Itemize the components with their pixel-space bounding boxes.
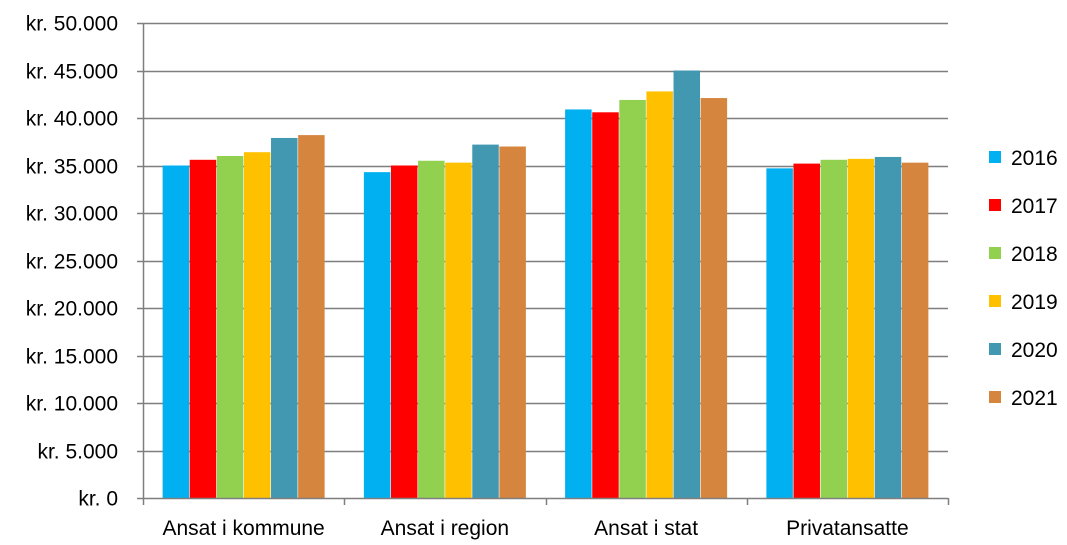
bar-2019-2 — [646, 91, 673, 499]
x-category-label: Ansat i region — [381, 517, 509, 540]
y-tick-label: kr. 0 — [78, 488, 118, 511]
legend-swatch-2018 — [989, 247, 1001, 259]
legend-label: 2017 — [1011, 195, 1058, 218]
x-axis-category-labels: Ansat i kommune Ansat i region Ansat i sta… — [163, 517, 909, 540]
y-tick-label: kr. 5.000 — [37, 441, 118, 464]
bar-2016-2 — [565, 109, 592, 498]
bar-2019-3 — [847, 158, 875, 498]
bar-2018-2 — [619, 99, 646, 498]
bar-2021-2 — [700, 98, 728, 499]
legend-label: 2021 — [1011, 387, 1058, 410]
legend-swatch-2017 — [989, 199, 1001, 211]
bar-2017-0 — [189, 159, 217, 499]
bar-2019-1 — [445, 162, 472, 498]
bar-2020-0 — [271, 137, 298, 498]
bar-2018-1 — [418, 160, 445, 498]
y-axis-tick-labels: kr. 0 kr. 5.000 kr. 10.000 kr. 15.000 kr. 20… — [26, 13, 118, 511]
bar-2020-3 — [874, 156, 902, 498]
y-tick-label: kr. 30.000 — [26, 203, 118, 226]
legend-label: 2018 — [1011, 243, 1058, 266]
bar-2021-0 — [298, 135, 325, 498]
legend-label: 2016 — [1011, 147, 1058, 170]
x-category-label: Ansat i kommune — [163, 517, 325, 540]
bar-2016-1 — [363, 172, 391, 498]
x-category-label: Privatansatte — [786, 517, 909, 540]
bar-2020-1 — [472, 144, 499, 498]
bars — [162, 70, 929, 499]
bar-2017-3 — [793, 163, 820, 498]
x-axis — [137, 22, 950, 505]
bar-2020-2 — [673, 70, 701, 498]
bar-2018-3 — [820, 159, 848, 499]
legend-swatch-2021 — [989, 391, 1001, 403]
x-category-label: Ansat i stat — [594, 517, 698, 540]
legend-label: 2019 — [1011, 291, 1058, 314]
legend-swatch-2016 — [989, 151, 1001, 163]
y-tick-label: kr. 15.000 — [26, 346, 118, 369]
y-tick-label: kr. 25.000 — [26, 251, 118, 274]
bar-2019-0 — [243, 152, 271, 498]
legend-swatch-2019 — [989, 295, 1001, 307]
bar-2017-2 — [592, 112, 619, 499]
legend-swatch-2020 — [989, 343, 1001, 355]
y-tick-label: kr. 10.000 — [26, 393, 118, 416]
bar-2016-0 — [162, 165, 190, 498]
bar-2017-1 — [390, 165, 418, 498]
bar-2018-0 — [216, 156, 244, 498]
legend-label: 2020 — [1011, 339, 1058, 362]
y-tick-label: kr. 50.000 — [26, 13, 118, 36]
bar-2021-3 — [901, 162, 929, 498]
y-tick-label: kr. 35.000 — [26, 156, 118, 179]
y-tick-label: kr. 45.000 — [26, 61, 118, 84]
y-tick-label: kr. 20.000 — [26, 298, 118, 321]
legend: 2016 2017 2018 2019 2020 2021 — [989, 147, 1058, 410]
bar-2021-1 — [499, 146, 526, 498]
y-tick-label: kr. 40.000 — [26, 108, 118, 131]
bar-2016-3 — [766, 168, 793, 498]
